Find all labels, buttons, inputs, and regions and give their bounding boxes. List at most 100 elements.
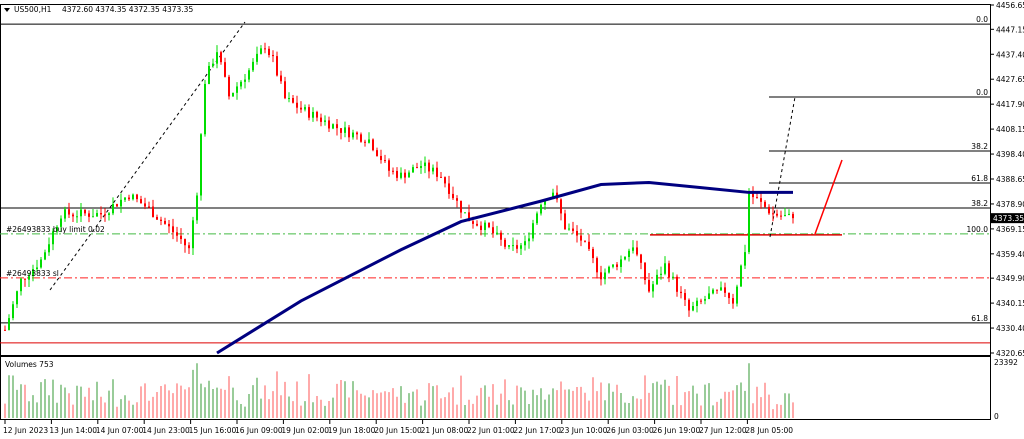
bull-candle (80, 209, 82, 217)
bull-candle (624, 256, 626, 260)
x-tick-label: 22 Jun 01:00 (467, 426, 515, 435)
bear-candle (644, 262, 646, 281)
bear-candle (792, 213, 794, 219)
bear-candle (272, 55, 274, 57)
y-tick-label: 4320.65 (996, 349, 1024, 358)
bear-candle (372, 139, 374, 151)
bull-candle (692, 305, 694, 311)
bear-candle (160, 219, 162, 221)
current-price-marker (991, 213, 1024, 224)
bear-candle (380, 155, 382, 161)
x-tick-label: 20 Jun 15:00 (374, 426, 422, 435)
bear-candle (384, 160, 386, 162)
bull-candle (20, 278, 22, 292)
y-tick-label: 4456.65 (996, 1, 1024, 10)
y-tick-label: 4349.90 (996, 274, 1024, 283)
bear-candle (176, 232, 178, 236)
bear-candle (180, 235, 182, 240)
level-label: 38.2 (971, 142, 988, 151)
bear-candle (452, 193, 454, 199)
bear-candle (4, 329, 6, 331)
bear-candle (348, 127, 350, 138)
bull-candle (96, 213, 98, 217)
bull-candle (368, 139, 370, 143)
bull-candle (32, 269, 34, 277)
bull-candle (524, 241, 526, 246)
bear-candle (760, 198, 762, 202)
bull-candle (612, 264, 614, 267)
bear-candle (600, 272, 602, 280)
x-tick-label: 21 Jun 08:00 (421, 426, 469, 435)
bull-candle (248, 70, 250, 80)
bull-candle (720, 287, 722, 291)
bear-candle (596, 258, 598, 273)
bull-candle (408, 172, 410, 178)
bull-candle (672, 276, 674, 278)
bear-candle (560, 199, 562, 214)
y-tick-label: 4408.15 (996, 125, 1024, 134)
bear-candle (280, 75, 282, 82)
fibo-trend-dashed (769, 96, 796, 238)
bear-candle (172, 226, 174, 233)
bull-candle (484, 222, 486, 231)
bull-candle (660, 273, 662, 275)
bear-candle (580, 235, 582, 241)
bull-candle (704, 298, 706, 301)
order-label: #26493833 buy limit 0.02 (6, 225, 105, 234)
y-tick-label: 4340.15 (996, 299, 1024, 308)
bear-candle (444, 177, 446, 184)
level-label: 0.0 (976, 15, 988, 24)
x-tick-label: 27 Jun 12:00 (699, 426, 747, 435)
x-tick-label: 14 Jun 07:00 (96, 426, 144, 435)
bear-candle (168, 223, 170, 227)
bear-candle (416, 167, 418, 169)
bear-candle (516, 245, 518, 249)
bull-candle (656, 274, 658, 285)
y-tick-label: 4378.90 (996, 200, 1024, 209)
bull-candle (784, 214, 786, 216)
bear-candle (148, 206, 150, 208)
bear-candle (480, 225, 482, 231)
bear-candle (572, 228, 574, 231)
bear-candle (584, 240, 586, 242)
bull-candle (52, 231, 54, 245)
bear-candle (144, 203, 146, 207)
bull-candle (412, 167, 414, 173)
bull-candle (464, 212, 466, 214)
bull-candle (540, 204, 542, 214)
bear-candle (472, 221, 474, 224)
x-tick-label: 12 Jun 2023 (3, 426, 48, 435)
bear-candle (152, 206, 154, 217)
bull-candle (92, 216, 94, 218)
fibo-trend-dashed (49, 21, 246, 291)
bear-candle (328, 120, 330, 129)
x-tick-label: 19 Jun 02:00 (281, 426, 329, 435)
bear-candle (224, 62, 226, 77)
y-tick-label: 4417.90 (996, 100, 1024, 109)
bear-candle (668, 263, 670, 278)
bear-candle (184, 239, 186, 246)
bull-candle (56, 226, 58, 232)
x-tick-label: 26 Jun 03:00 (606, 426, 654, 435)
bull-candle (536, 213, 538, 224)
bear-candle (428, 162, 430, 172)
bear-candle (392, 170, 394, 172)
bear-candle (488, 222, 490, 228)
bull-candle (712, 289, 714, 294)
bear-candle (732, 298, 734, 304)
bull-candle (204, 83, 206, 135)
x-tick-label: 22 Jun 17:00 (513, 426, 561, 435)
bear-candle (388, 160, 390, 171)
bear-candle (276, 56, 278, 76)
bear-candle (156, 216, 158, 220)
bear-candle (476, 223, 478, 226)
bull-candle (108, 213, 110, 216)
bear-candle (72, 214, 74, 217)
bull-candle (208, 65, 210, 84)
bull-candle (748, 193, 750, 253)
bull-candle (232, 92, 234, 97)
bull-candle (744, 252, 746, 266)
bear-candle (292, 98, 294, 103)
